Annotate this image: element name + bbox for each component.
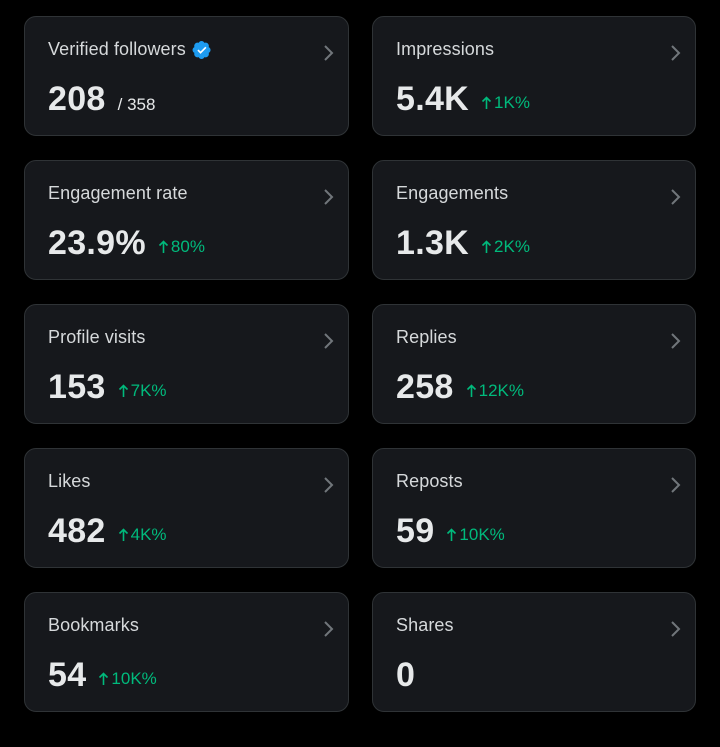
- metric-title: Replies: [396, 327, 457, 347]
- arrow-up-icon: [466, 384, 476, 397]
- metric-delta: 80%: [158, 237, 205, 257]
- metric-value: 0: [396, 656, 416, 694]
- metric-card-verified-followers[interactable]: Verified followers 208 / 358: [24, 16, 349, 136]
- value-row: 5.4K 1K%: [396, 79, 530, 119]
- value-row: 23.9% 80%: [48, 223, 205, 263]
- metric-value: 54: [48, 656, 87, 694]
- metric-value: 258: [396, 368, 454, 406]
- arrow-up-icon: [481, 96, 492, 109]
- metric-delta: 10K%: [98, 669, 157, 689]
- metric-delta: 12K%: [466, 381, 524, 401]
- metric-title: Bookmarks: [48, 615, 139, 635]
- metric-title: Profile visits: [48, 327, 146, 347]
- metric-value: 482: [48, 512, 106, 550]
- verified-badge-icon: [192, 40, 211, 59]
- metric-delta-value: 12K%: [478, 381, 525, 400]
- card-title-row: Reposts: [396, 471, 463, 492]
- arrow-up-icon: [118, 528, 128, 541]
- card-title-row: Likes: [48, 471, 91, 492]
- metric-value: 153: [48, 368, 106, 406]
- chevron-right-icon: [671, 621, 681, 637]
- value-row: 1.3K 2K%: [396, 223, 530, 263]
- metric-delta: 10K%: [446, 525, 505, 545]
- metric-delta: 2K%: [481, 237, 530, 257]
- value-row: 153 7K%: [48, 367, 167, 407]
- chevron-right-icon: [671, 189, 681, 205]
- chevron-right-icon: [671, 45, 681, 61]
- metric-card-likes[interactable]: Likes 482 4K%: [24, 448, 349, 568]
- card-title-row: Verified followers: [48, 39, 212, 60]
- card-title-row: Engagement rate: [48, 183, 188, 204]
- metric-title: Shares: [396, 615, 454, 635]
- arrow-up-icon: [158, 240, 168, 253]
- value-row: 59 10K%: [396, 511, 505, 551]
- chevron-right-icon: [324, 45, 334, 61]
- arrow-up-icon: [99, 672, 109, 685]
- metric-card-impressions[interactable]: Impressions 5.4K 1K%: [372, 16, 696, 136]
- card-title-row: Profile visits: [48, 327, 145, 348]
- card-title-row: Engagements: [396, 183, 508, 204]
- card-title-row: Impressions: [396, 39, 494, 60]
- metric-value: 208: [48, 80, 106, 118]
- chevron-right-icon: [324, 477, 334, 493]
- chevron-right-icon: [324, 189, 334, 205]
- arrow-up-icon: [481, 240, 492, 253]
- chevron-right-icon: [324, 621, 334, 637]
- metric-card-bookmarks[interactable]: Bookmarks 54 10K%: [24, 592, 349, 712]
- metric-delta-value: 2K%: [494, 237, 530, 256]
- metric-title: Reposts: [396, 471, 463, 491]
- metric-card-replies[interactable]: Replies 258 12K%: [372, 304, 696, 424]
- metric-card-engagements[interactable]: Engagements 1.3K 2K%: [372, 160, 696, 280]
- arrow-up-icon: [118, 384, 128, 397]
- chevron-right-icon: [671, 333, 681, 349]
- metric-delta: 1K%: [481, 93, 530, 113]
- arrow-up-icon: [447, 528, 457, 541]
- metrics-grid: Verified followers 208 / 358 Impressions…: [24, 16, 696, 712]
- metric-card-reposts[interactable]: Reposts 59 10K%: [372, 448, 696, 568]
- metric-card-engagement-rate[interactable]: Engagement rate 23.9% 80%: [24, 160, 349, 280]
- metric-delta: 4K%: [118, 525, 167, 545]
- card-title-row: Shares: [396, 615, 454, 636]
- value-row: 0: [396, 655, 415, 695]
- value-row: 54 10K%: [48, 655, 157, 695]
- chevron-right-icon: [671, 477, 681, 493]
- metric-delta-value: 10K%: [111, 669, 157, 688]
- metric-delta-value: 1K%: [494, 93, 530, 112]
- metric-value: 5.4K: [396, 80, 470, 118]
- value-row: 258 12K%: [396, 367, 524, 407]
- card-title-row: Bookmarks: [48, 615, 139, 636]
- metric-value: 59: [396, 512, 435, 550]
- metric-value: 23.9%: [48, 224, 146, 262]
- metric-title: Engagements: [396, 183, 509, 203]
- card-title-row: Replies: [396, 327, 457, 348]
- metric-value: 1.3K: [396, 224, 470, 262]
- metric-delta-value: 80%: [170, 237, 205, 256]
- metric-title: Impressions: [396, 39, 495, 59]
- metric-delta-value: 10K%: [459, 525, 505, 544]
- metric-delta-value: 4K%: [130, 525, 167, 544]
- chevron-right-icon: [324, 333, 334, 349]
- metric-delta-value: 7K%: [130, 381, 167, 400]
- value-row: 208 / 358: [48, 79, 155, 119]
- metric-card-shares[interactable]: Shares 0: [372, 592, 696, 712]
- metric-title: Verified followers: [48, 39, 186, 59]
- value-row: 482 4K%: [48, 511, 167, 551]
- metric-total: / 358: [117, 95, 156, 114]
- metric-title: Engagement rate: [48, 183, 188, 203]
- metric-title: Likes: [48, 471, 91, 491]
- metric-card-profile-visits[interactable]: Profile visits 153 7K%: [24, 304, 349, 424]
- metric-delta: 7K%: [118, 381, 167, 401]
